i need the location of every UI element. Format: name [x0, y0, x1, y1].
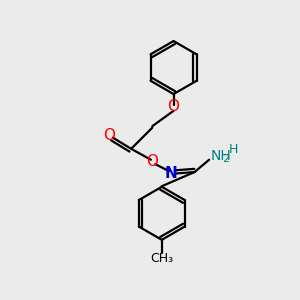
Text: NH: NH: [211, 149, 231, 163]
Text: CH₃: CH₃: [150, 252, 173, 265]
Text: O: O: [146, 154, 158, 169]
Text: H: H: [228, 143, 238, 156]
Text: 2: 2: [222, 154, 229, 164]
Text: N: N: [165, 166, 178, 181]
Text: O: O: [168, 99, 180, 114]
Text: O: O: [103, 128, 116, 143]
